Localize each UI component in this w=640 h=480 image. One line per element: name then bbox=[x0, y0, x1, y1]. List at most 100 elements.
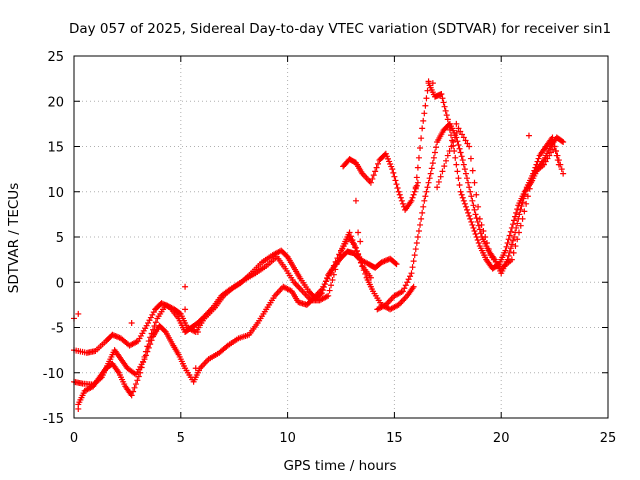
data-point bbox=[509, 237, 516, 244]
data-point bbox=[519, 215, 526, 222]
grid bbox=[74, 56, 608, 418]
data-point bbox=[372, 168, 379, 175]
data-point bbox=[549, 146, 556, 153]
data-point bbox=[459, 194, 466, 201]
data-point bbox=[410, 191, 417, 198]
y-tick-label: 5 bbox=[56, 231, 64, 246]
x-axis-label: GPS time / hours bbox=[283, 458, 396, 474]
data-point bbox=[419, 125, 426, 132]
data-point bbox=[480, 227, 487, 234]
y-tick-label: 15 bbox=[47, 141, 64, 156]
data-point bbox=[464, 206, 471, 213]
data-point bbox=[559, 138, 566, 145]
y-tick-label: 20 bbox=[47, 95, 64, 110]
data-point bbox=[468, 193, 475, 200]
data-point bbox=[471, 227, 478, 234]
data-point bbox=[414, 179, 421, 186]
y-tick-label: -5 bbox=[51, 322, 64, 337]
data-point bbox=[370, 172, 377, 179]
data-point bbox=[526, 185, 533, 192]
data-point bbox=[508, 241, 515, 248]
data-point bbox=[544, 155, 551, 162]
y-axis-label: SDTVAR / TECUs bbox=[6, 183, 22, 293]
data-point bbox=[418, 215, 425, 222]
data-point bbox=[362, 270, 369, 277]
data-point bbox=[349, 237, 356, 244]
data-point bbox=[424, 184, 431, 191]
data-point bbox=[176, 310, 183, 317]
data-point bbox=[459, 131, 466, 138]
data-point bbox=[467, 188, 474, 195]
data-point bbox=[369, 175, 376, 182]
data-point bbox=[460, 134, 467, 141]
data-point bbox=[510, 249, 517, 256]
data-point bbox=[375, 160, 382, 167]
data-point bbox=[357, 256, 364, 263]
data-point bbox=[431, 149, 438, 156]
data-point bbox=[517, 206, 524, 213]
data-point bbox=[355, 229, 362, 236]
data-point bbox=[514, 236, 521, 243]
data-point bbox=[336, 252, 343, 259]
data-point bbox=[132, 381, 139, 388]
data-point bbox=[514, 220, 521, 227]
data-point bbox=[471, 206, 478, 213]
data-point bbox=[461, 200, 468, 207]
data-point bbox=[554, 152, 561, 159]
data-point bbox=[446, 148, 453, 155]
data-point bbox=[472, 211, 479, 218]
data-point bbox=[425, 179, 432, 186]
x-tick-label: 5 bbox=[177, 431, 185, 446]
data-point bbox=[128, 392, 135, 399]
data-point bbox=[520, 195, 527, 202]
data-point bbox=[465, 179, 472, 186]
data-point bbox=[443, 157, 450, 164]
data-point bbox=[147, 314, 154, 321]
data-point bbox=[405, 276, 412, 283]
data-point bbox=[329, 276, 336, 283]
data-point bbox=[473, 191, 480, 198]
data-point bbox=[145, 338, 152, 345]
data-point bbox=[460, 161, 467, 168]
data-point bbox=[412, 246, 419, 253]
data-point bbox=[457, 188, 464, 195]
data-point bbox=[456, 145, 463, 152]
y-tick-label: 10 bbox=[47, 186, 64, 201]
data-point bbox=[549, 134, 556, 141]
data-point bbox=[513, 224, 520, 231]
data-point bbox=[429, 80, 436, 87]
data-point bbox=[144, 343, 151, 350]
data-point bbox=[393, 181, 400, 188]
data-point bbox=[435, 178, 442, 185]
data-point bbox=[415, 154, 422, 161]
data-point bbox=[141, 353, 148, 360]
data-point bbox=[352, 244, 359, 251]
data-point bbox=[420, 203, 427, 210]
data-point bbox=[483, 240, 490, 247]
x-tick-label: 10 bbox=[279, 431, 296, 446]
data-point bbox=[548, 149, 555, 156]
data-point bbox=[555, 157, 562, 164]
data-point bbox=[356, 255, 363, 262]
data-point bbox=[482, 234, 489, 240]
data-point bbox=[475, 240, 482, 247]
data-point bbox=[135, 373, 142, 380]
data-point bbox=[390, 169, 397, 176]
data-point bbox=[326, 287, 333, 294]
data-point bbox=[357, 238, 364, 245]
data-point bbox=[423, 95, 430, 102]
data-point bbox=[466, 184, 473, 191]
data-point bbox=[513, 209, 520, 216]
data-point bbox=[392, 177, 399, 184]
data-point bbox=[476, 226, 483, 233]
data-point bbox=[460, 197, 467, 204]
data-point bbox=[360, 267, 367, 274]
data-point bbox=[448, 143, 455, 150]
data-point bbox=[557, 161, 564, 168]
data-point bbox=[478, 221, 485, 228]
data-point bbox=[415, 227, 422, 234]
data-point bbox=[330, 271, 337, 278]
data-point bbox=[408, 270, 415, 277]
x-axis-tick-labels: 0 5 10 15 20 25 bbox=[70, 431, 616, 446]
